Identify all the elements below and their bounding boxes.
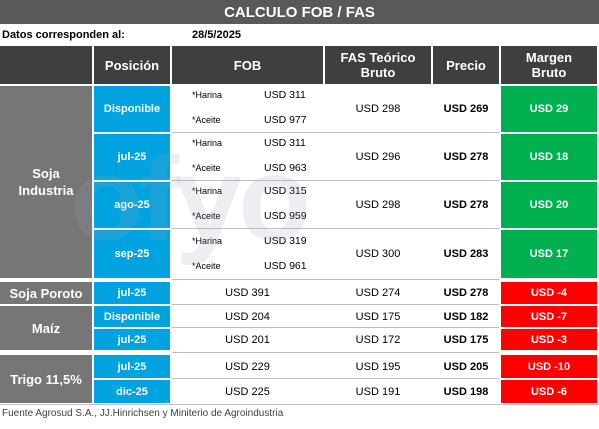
fob-value: USD 225 — [172, 380, 323, 403]
header-precio: Precio — [433, 46, 499, 84]
header-fas: FAS Teórico Bruto — [325, 46, 431, 84]
fas-value: USD 172 — [325, 329, 431, 350]
margen-value: USD -4 — [501, 282, 597, 304]
row-divider — [172, 304, 499, 305]
fob-breakdown: *Harina USD 311 *Aceite USD 963 — [172, 134, 323, 180]
margen-value: USD -7 — [501, 306, 597, 327]
fob-breakdown: *Harina USD 315 *Aceite USD 959 — [172, 182, 323, 228]
margen-value: USD -6 — [501, 380, 597, 403]
product-soja-industria: Soja Industria — [0, 86, 92, 278]
aceite-label: *Aceite — [192, 163, 221, 173]
fas-value: USD 298 — [325, 182, 431, 228]
margen-value: USD -10 — [501, 355, 597, 378]
header-fob: FOB — [172, 46, 323, 84]
position-cell: jul-25 — [94, 329, 170, 350]
precio-value: USD 278 — [433, 282, 499, 304]
fas-value: USD 175 — [325, 306, 431, 327]
position-cell: jul-25 — [94, 134, 170, 180]
product-trigo: Trigo 11,5% — [0, 355, 92, 403]
harina-value: USD 319 — [264, 235, 307, 247]
harina-value: USD 315 — [264, 185, 307, 197]
product-soja-industria-line1: Soja — [32, 166, 60, 181]
product-soja-poroto: Soja Poroto — [0, 282, 92, 304]
precio-value: USD 182 — [433, 306, 499, 327]
row-divider — [172, 352, 499, 353]
aceite-label: *Aceite — [192, 261, 221, 271]
fob-breakdown: *Harina USD 311 *Aceite USD 977 — [172, 86, 323, 132]
header-fas-line2: Bruto — [360, 65, 396, 80]
harina-label: *Harina — [192, 186, 223, 196]
header-posicion: Posición — [94, 46, 170, 84]
precio-value: USD 283 — [433, 230, 499, 278]
precio-value: USD 175 — [433, 329, 499, 350]
date-value: 28/5/2025 — [192, 29, 241, 41]
fas-value: USD 296 — [325, 134, 431, 180]
precio-value: USD 198 — [433, 380, 499, 403]
fob-breakdown: *Harina USD 319 *Aceite USD 961 — [172, 230, 323, 278]
header-fas-line1: FAS Teórico — [340, 50, 416, 65]
aceite-value: USD 959 — [264, 210, 307, 222]
precio-value: USD 278 — [433, 134, 499, 180]
aceite-label: *Aceite — [192, 115, 221, 125]
fas-value: USD 300 — [325, 230, 431, 278]
fob-value: USD 201 — [172, 329, 323, 350]
fas-value: USD 191 — [325, 380, 431, 403]
harina-value: USD 311 — [264, 137, 306, 149]
position-cell: jul-25 — [94, 355, 170, 378]
precio-value: USD 269 — [433, 86, 499, 132]
margen-value: USD 17 — [501, 230, 597, 278]
margen-value: USD 29 — [501, 86, 597, 132]
page-title: CALCULO FOB / FAS — [0, 0, 599, 24]
product-maiz: Maíz — [0, 306, 92, 350]
table-bottom-border — [0, 404, 599, 405]
aceite-label: *Aceite — [192, 211, 221, 221]
fob-value: USD 204 — [172, 306, 323, 327]
row-divider — [172, 279, 499, 280]
header-margen-line2: Bruto — [531, 65, 567, 80]
fob-value: USD 391 — [172, 282, 323, 304]
margen-value: USD 18 — [501, 134, 597, 180]
harina-label: *Harina — [192, 236, 223, 246]
position-cell: jul-25 — [94, 282, 170, 304]
product-soja-industria-line2: Industria — [18, 183, 74, 198]
aceite-value: USD 977 — [264, 114, 307, 126]
precio-value: USD 205 — [433, 355, 499, 378]
source-footer: Fuente Agrosud S.A., JJ.Hinrichsen y Min… — [2, 408, 284, 419]
margen-value: USD -3 — [501, 329, 597, 350]
margen-value: USD 20 — [501, 182, 597, 228]
fob-value: USD 229 — [172, 355, 323, 378]
row-divider — [172, 327, 499, 328]
header-empty-cell — [0, 46, 92, 84]
position-cell: sep-25 — [94, 230, 170, 278]
position-cell: Disponible — [94, 306, 170, 327]
date-label: Datos corresponden al: — [2, 29, 125, 41]
aceite-value: USD 963 — [264, 162, 307, 174]
fas-value: USD 298 — [325, 86, 431, 132]
fas-value: USD 195 — [325, 355, 431, 378]
row-divider — [172, 228, 499, 229]
harina-label: *Harina — [192, 138, 223, 148]
row-divider — [172, 180, 499, 181]
precio-value: USD 278 — [433, 182, 499, 228]
position-cell: dic-25 — [94, 380, 170, 403]
position-cell: Disponible — [94, 86, 170, 132]
row-divider — [172, 132, 499, 133]
harina-label: *Harina — [192, 90, 223, 100]
date-row: Datos corresponden al: 28/5/2025 — [0, 26, 599, 44]
fas-value: USD 274 — [325, 282, 431, 304]
position-cell: ago-25 — [94, 182, 170, 228]
header-margen-line1: Margen — [525, 50, 573, 65]
header-margen: Margen Bruto — [501, 46, 597, 84]
aceite-value: USD 961 — [264, 260, 307, 272]
harina-value: USD 311 — [264, 89, 306, 101]
row-divider — [172, 378, 499, 379]
